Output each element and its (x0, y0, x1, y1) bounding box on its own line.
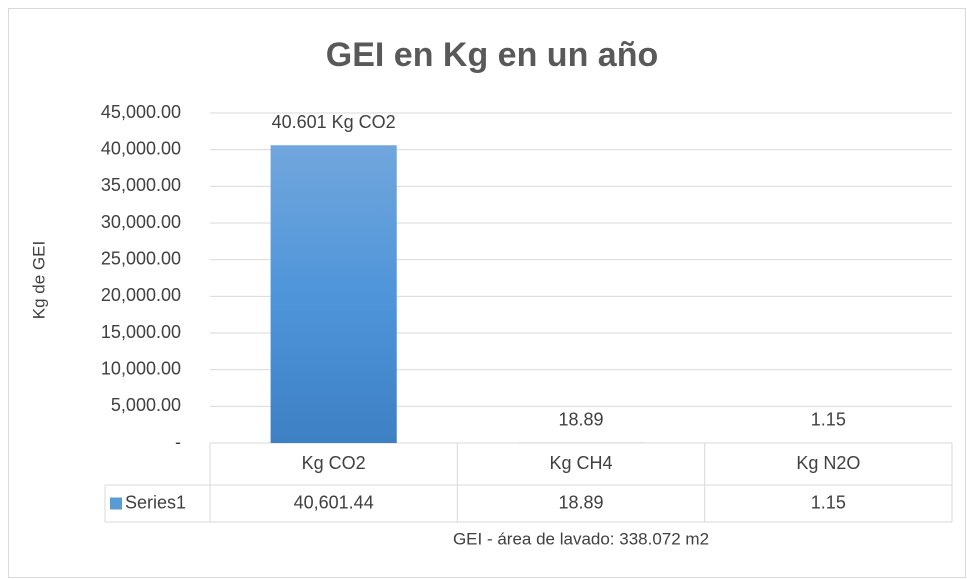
x-tick-label: Kg N2O (796, 453, 860, 473)
y-tick-label: 15,000.00 (101, 322, 181, 342)
data-label: 18.89 (558, 410, 603, 430)
y-tick-label: 30,000.00 (101, 212, 181, 232)
y-axis-label: Kg de GEI (29, 241, 48, 319)
legend-label: Series1 (125, 492, 186, 512)
legend-swatch (110, 497, 122, 510)
bar (270, 145, 397, 443)
x-axis-label: GEI - área de lavado: 338.072 m2 (453, 529, 709, 548)
table-value: 18.89 (558, 492, 603, 512)
y-tick-label: 40,000.00 (101, 138, 181, 158)
y-tick-label: 45,000.00 (101, 102, 181, 122)
y-tick-label: - (175, 432, 181, 452)
data-label: 1.15 (811, 410, 846, 430)
table-value: 40,601.44 (294, 492, 374, 512)
y-tick-label: 5,000.00 (111, 395, 181, 415)
chart-border (8, 8, 966, 578)
x-tick-label: Kg CH4 (549, 453, 612, 473)
y-tick-label: 20,000.00 (101, 285, 181, 305)
y-tick-label: 25,000.00 (101, 248, 181, 268)
y-tick-label: 35,000.00 (101, 175, 181, 195)
chart-title: GEI en Kg en un año (326, 36, 658, 74)
x-tick-label: Kg CO2 (302, 453, 366, 473)
table-value: 1.15 (811, 492, 846, 512)
y-tick-label: 10,000.00 (101, 358, 181, 378)
data-label: 40.601 Kg CO2 (272, 112, 396, 132)
